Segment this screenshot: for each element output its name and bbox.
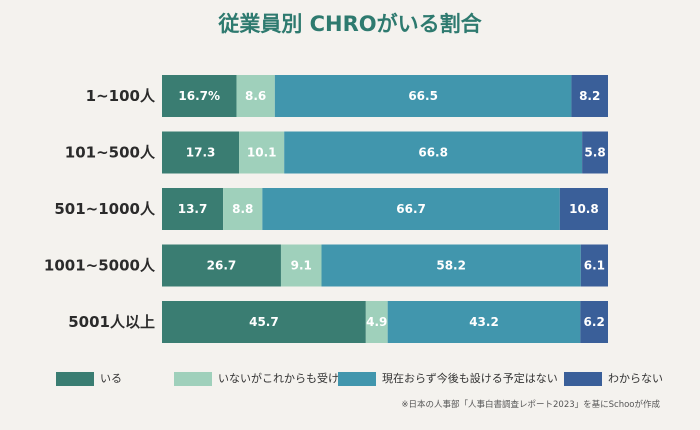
legend-swatch bbox=[174, 372, 212, 386]
data-label: 17.3 bbox=[186, 146, 216, 160]
chart-title: 従業員別 CHROがいる割合 bbox=[218, 12, 482, 36]
bar-segment bbox=[162, 75, 237, 117]
data-label: 16.7% bbox=[178, 89, 220, 103]
data-label: 8.6 bbox=[245, 89, 266, 103]
bar-segment bbox=[223, 188, 263, 230]
bar-segment bbox=[262, 188, 560, 230]
legend-label: わからない bbox=[608, 372, 663, 385]
data-label: 66.8 bbox=[418, 146, 448, 160]
bar-segment bbox=[284, 131, 583, 174]
data-label: 10.8 bbox=[569, 202, 599, 216]
legend-swatch bbox=[338, 372, 376, 386]
legend-label: 現在おらず今後も設ける予定はない bbox=[382, 372, 558, 385]
category-label: 1~100人 bbox=[86, 87, 156, 105]
data-label: 5.8 bbox=[584, 146, 605, 160]
data-label: 4.9 bbox=[366, 315, 387, 329]
data-label: 66.7 bbox=[396, 202, 426, 216]
bar-segment bbox=[580, 244, 608, 287]
bar-segment bbox=[580, 301, 608, 343]
data-label: 9.1 bbox=[291, 259, 312, 273]
bar-segment bbox=[582, 131, 608, 174]
data-label: 13.7 bbox=[178, 202, 208, 216]
stacked-bar-chart: 1~100人 16.7% 8.6 66.5 8.2 101~500人 17.3 10.1 66.… bbox=[44, 75, 608, 343]
category-label: 5001人以上 bbox=[68, 313, 155, 331]
data-label: 45.7 bbox=[249, 315, 279, 329]
data-label: 43.2 bbox=[469, 315, 499, 329]
legend-label: いないがこれからも受ける予定 bbox=[218, 372, 372, 385]
bar-segment bbox=[274, 75, 572, 117]
bar-segment bbox=[239, 131, 285, 174]
category-label: 501~1000人 bbox=[54, 200, 156, 218]
bar-segment bbox=[559, 188, 608, 230]
bar-segment bbox=[162, 244, 281, 287]
data-label: 26.7 bbox=[207, 259, 237, 273]
data-label: 8.8 bbox=[232, 202, 253, 216]
bar-segment bbox=[236, 75, 275, 117]
legend-swatch bbox=[564, 372, 602, 386]
data-label: 66.5 bbox=[408, 89, 438, 103]
legend-label: いる bbox=[100, 372, 122, 385]
category-label: 101~500人 bbox=[65, 144, 156, 162]
bar-segment bbox=[571, 75, 608, 117]
bar-segment bbox=[387, 301, 581, 343]
bar-segment bbox=[321, 244, 581, 287]
bar-segment bbox=[162, 131, 240, 174]
data-label: 58.2 bbox=[436, 259, 466, 273]
bar-segment bbox=[162, 188, 224, 230]
bar-segment bbox=[280, 244, 322, 287]
data-label: 6.2 bbox=[584, 315, 605, 329]
bar-segment bbox=[162, 301, 366, 343]
data-label: 8.2 bbox=[579, 89, 600, 103]
category-label: 1001~5000人 bbox=[44, 257, 156, 275]
data-label: 10.1 bbox=[247, 146, 277, 160]
data-label: 6.1 bbox=[584, 259, 605, 273]
source-note: ※日本の人事部「人事白書調査レポート2023」を基にSchooが作成 bbox=[401, 400, 660, 410]
legend-swatch bbox=[56, 372, 94, 386]
bar-segment bbox=[365, 301, 388, 343]
chart-legend: いる いないがこれからも受ける予定 現在おらず今後も設ける予定はない わからない bbox=[56, 371, 676, 387]
